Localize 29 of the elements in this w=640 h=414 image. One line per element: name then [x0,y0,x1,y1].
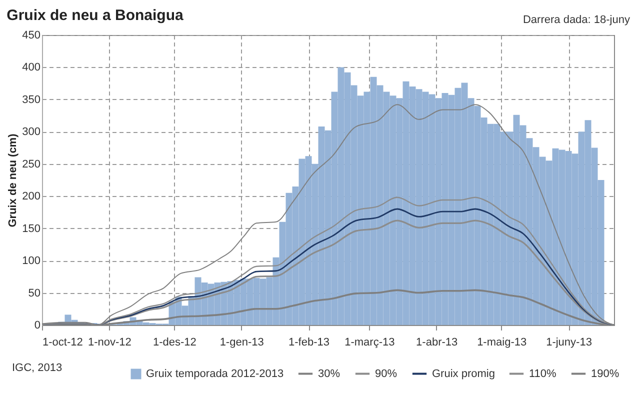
legend-label: 30% [318,368,340,380]
x-tick-label: 1-feb-13 [288,336,330,348]
y-tick-label: 0 [34,320,40,332]
legend-label: 110% [529,368,557,380]
y-tick-label: 100 [22,255,40,268]
y-tick-label: 200 [22,190,40,203]
x-tick-label: 1-des-12 [152,336,196,348]
y-tick-label: 350 [22,94,40,106]
y-tick-label: 300 [22,126,40,138]
x-tick-label: 1-nov-12 [88,336,132,348]
x-tick-label: 1-abr-13 [416,336,458,348]
x-tick-label: 1-maig-13 [477,336,527,348]
y-tick-label: 400 [22,62,40,74]
x-tick-label: 1-març-13 [344,336,395,348]
x-tick-label: 1-juny-13 [546,336,592,348]
x-tick-label: 1-gen-13 [220,336,264,348]
legend-label: Gruix promig [432,368,495,380]
chart-title: Gruix de neu a Bonaigua [6,7,184,24]
y-tick-label: 150 [22,222,40,235]
legend-label: 90% [375,368,398,380]
y-tick-label: 50 [28,287,40,300]
text: Darrera dada: 18-juny [522,14,630,26]
y-axis-title: Gruix de neu (cm) [7,133,20,228]
y-tick-label: 450 [22,30,40,42]
legend-label: Gruix temporada 2012-2013 [146,368,284,380]
text: IGC, 2013 [12,362,62,374]
legend-label: 190% [591,368,620,380]
x-tick-label: 1-oct-12 [42,336,83,348]
y-tick-label: 250 [22,158,40,170]
